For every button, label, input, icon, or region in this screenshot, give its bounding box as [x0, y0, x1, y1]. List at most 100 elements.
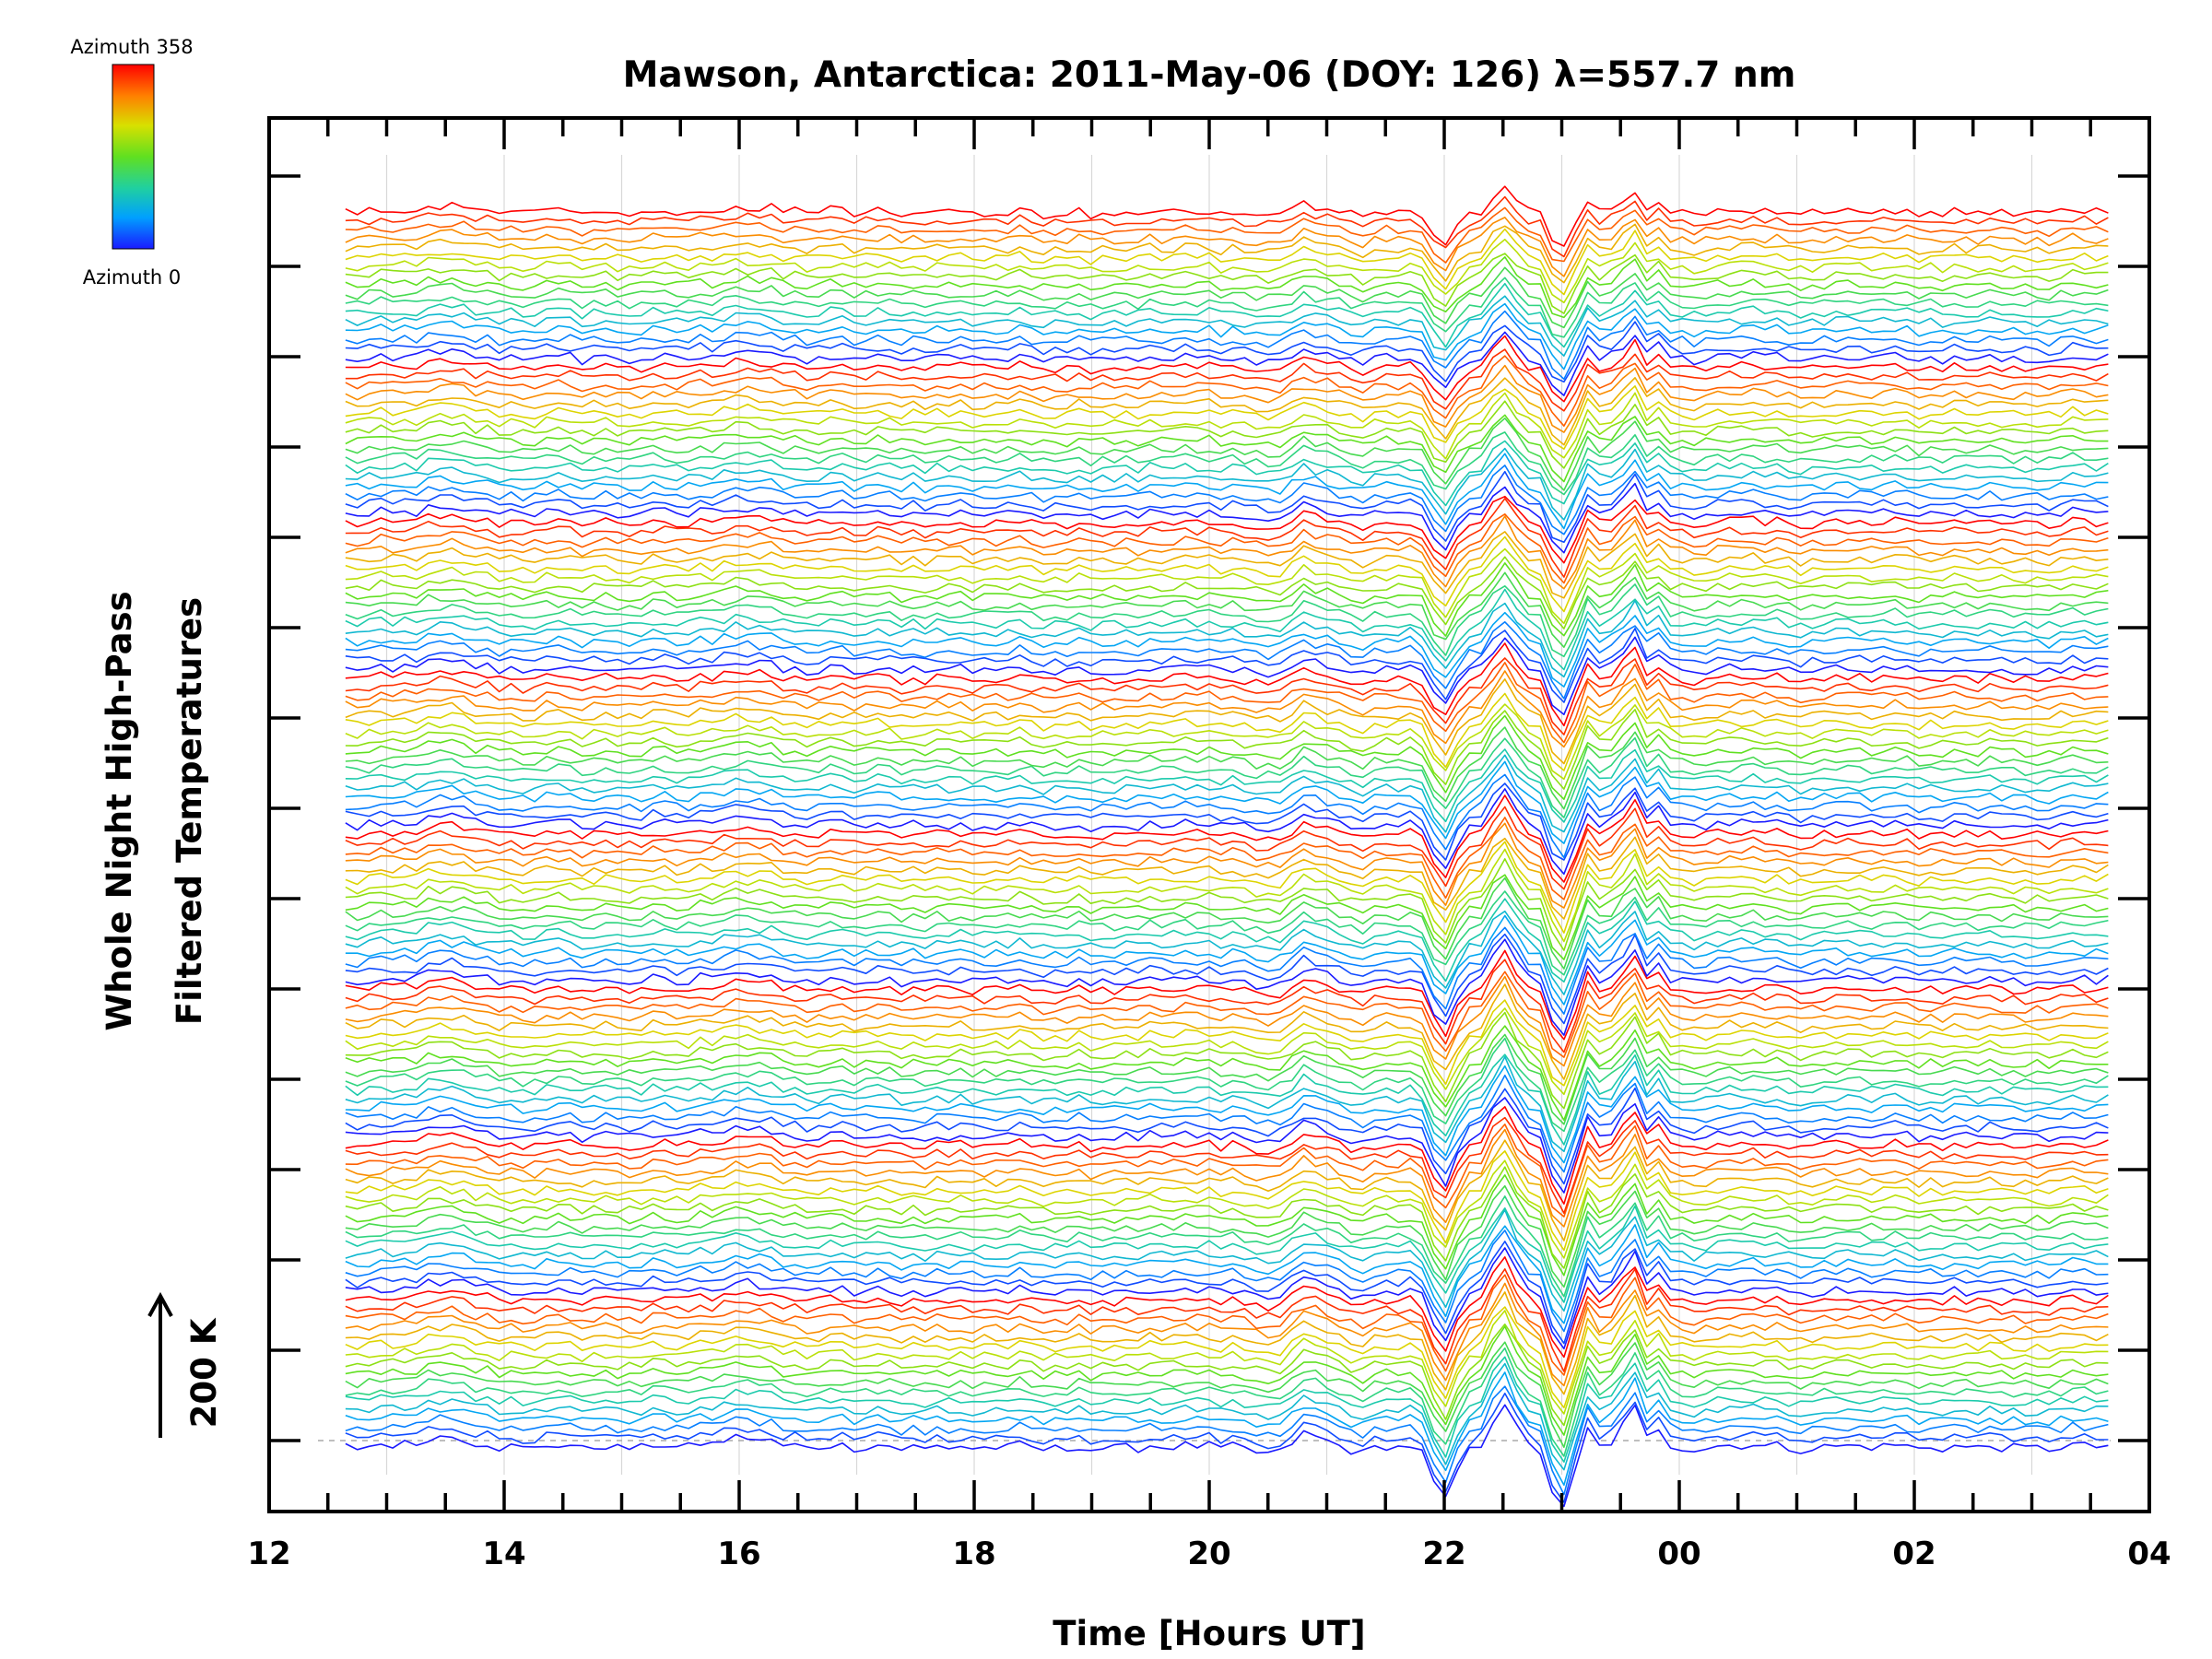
trace-lines — [345, 185, 2109, 1508]
azimuth-trace — [345, 535, 2109, 613]
azimuth-trace — [345, 1371, 2109, 1487]
azimuth-trace — [345, 1224, 2109, 1324]
azimuth-trace — [345, 465, 2109, 535]
azimuth-trace — [345, 1393, 2109, 1503]
azimuth-trace — [345, 1139, 2109, 1241]
azimuth-trace — [345, 228, 2109, 296]
azimuth-trace — [345, 282, 2109, 348]
azimuth-trace — [345, 1247, 2109, 1350]
colorbar — [112, 64, 155, 250]
azimuth-trace — [345, 238, 2109, 304]
azimuth-trace — [345, 898, 2109, 983]
x-tick-label: 22 — [1422, 1535, 1465, 1572]
azimuth-trace — [345, 1011, 2109, 1110]
azimuth-trace — [345, 1195, 2109, 1298]
azimuth-trace — [345, 1325, 2109, 1436]
azimuth-trace — [345, 1053, 2109, 1146]
azimuth-trace — [345, 512, 2109, 584]
azimuth-trace — [345, 999, 2109, 1087]
azimuth-trace — [345, 1268, 2109, 1372]
azimuth-trace — [345, 760, 2109, 844]
azimuth-trace — [345, 440, 2109, 507]
azimuth-trace — [345, 611, 2109, 688]
azimuth-trace — [345, 788, 2109, 876]
azimuth-trace — [345, 914, 2109, 1006]
azimuth-trace — [345, 1150, 2109, 1252]
azimuth-trace — [345, 773, 2109, 859]
azimuth-trace — [345, 949, 2109, 1041]
azimuth-trace — [345, 1128, 2109, 1228]
colorbar-max-label: Azimuth 358 — [70, 36, 193, 58]
azimuth-trace — [345, 1106, 2109, 1205]
azimuth-trace — [345, 1282, 2109, 1387]
azimuth-trace — [345, 453, 2109, 530]
azimuth-trace — [345, 1385, 2109, 1496]
azimuth-trace — [345, 703, 2109, 781]
azimuth-trace — [345, 531, 2109, 599]
azimuth-trace — [345, 748, 2109, 823]
y-axis-label-line2: Filtered Temperatures — [170, 597, 209, 1025]
azimuth-trace — [345, 636, 2109, 716]
azimuth-trace — [345, 195, 2109, 258]
azimuth-trace — [345, 1159, 2109, 1259]
azimuth-trace — [345, 414, 2109, 483]
azimuth-trace — [345, 926, 2109, 1015]
azimuth-trace — [345, 1291, 2109, 1395]
azimuth-trace — [345, 848, 2109, 943]
x-axis-label: Time [Hours UT] — [1053, 1614, 1365, 1653]
azimuth-trace — [345, 447, 2109, 521]
azimuth-trace — [345, 874, 2109, 960]
azimuth-trace — [345, 556, 2109, 629]
azimuth-trace — [345, 1097, 2109, 1194]
azimuth-trace — [345, 1341, 2109, 1448]
x-tick-label: 12 — [247, 1535, 290, 1572]
azimuth-trace — [345, 321, 2109, 383]
x-tick-label: 02 — [1892, 1535, 1936, 1572]
azimuth-trace — [345, 588, 2109, 671]
azimuth-trace — [345, 1310, 2109, 1415]
azimuth-trace — [345, 185, 2109, 247]
colorbar-min-label: Azimuth 0 — [83, 266, 182, 288]
azimuth-trace — [345, 858, 2109, 951]
azimuth-trace — [345, 822, 2109, 909]
azimuth-trace — [345, 1205, 2109, 1303]
azimuth-trace — [345, 599, 2109, 678]
azimuth-trace — [345, 670, 2109, 748]
azimuth-trace — [345, 266, 2109, 329]
azimuth-trace — [345, 971, 2109, 1058]
azimuth-trace — [345, 1037, 2109, 1133]
azimuth-trace — [345, 583, 2109, 658]
azimuth-trace — [345, 1166, 2109, 1269]
azimuth-trace — [345, 1025, 2109, 1122]
x-tick-label: 20 — [1187, 1535, 1230, 1572]
x-tick-label: 00 — [1657, 1535, 1700, 1572]
azimuth-trace — [345, 302, 2109, 371]
azimuth-trace — [345, 657, 2109, 735]
azimuth-trace — [345, 938, 2109, 1036]
azimuth-trace — [345, 1362, 2109, 1471]
azimuth-trace — [345, 1274, 2109, 1376]
axis-ticks — [267, 118, 2151, 1512]
azimuth-trace — [345, 392, 2109, 460]
azimuth-trace — [345, 495, 2109, 564]
azimuth-trace — [345, 364, 2109, 433]
azimuth-trace — [345, 1087, 2109, 1185]
azimuth-trace — [345, 794, 2109, 883]
azimuth-trace — [345, 1055, 2109, 1153]
azimuth-trace — [345, 933, 2109, 1025]
azimuth-trace — [345, 817, 2109, 900]
azimuth-trace — [345, 1184, 2109, 1288]
azimuth-trace — [345, 206, 2109, 264]
azimuth-trace — [345, 1074, 2109, 1173]
azimuth-trace — [345, 628, 2109, 703]
azimuth-trace — [345, 726, 2109, 810]
azimuth-trace — [345, 620, 2109, 700]
azimuth-trace — [345, 295, 2109, 357]
azimuth-trace — [345, 1174, 2109, 1277]
azimuth-trace — [345, 1256, 2109, 1359]
azimuth-trace — [345, 276, 2109, 338]
x-tick-label: 18 — [952, 1535, 995, 1572]
azimuth-trace — [345, 1306, 2109, 1409]
x-tick-label: 04 — [2127, 1535, 2171, 1572]
